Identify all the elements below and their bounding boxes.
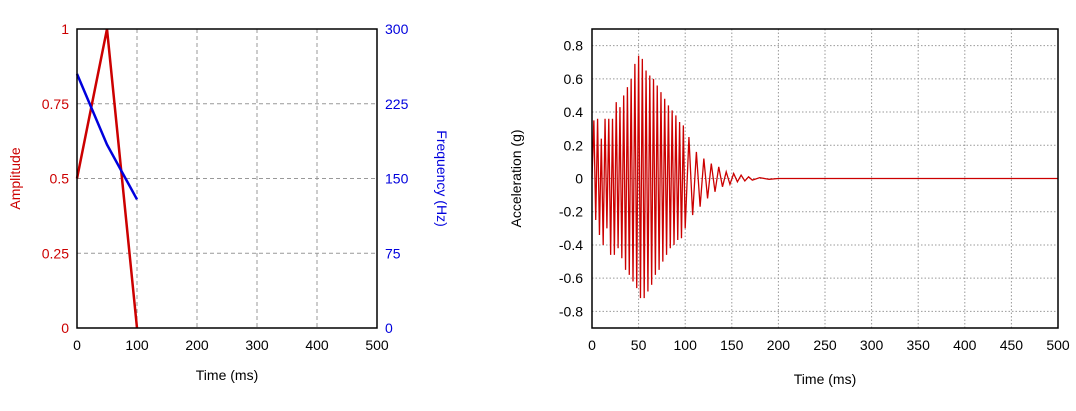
- x-tick-label: 500: [365, 337, 389, 353]
- y-tick-label: -0.2: [559, 204, 583, 220]
- left-chart: 0 100 200 300 400 50000.250.50.75107515022530…: [7, 21, 450, 383]
- y-tick-label: 0.4: [564, 104, 584, 120]
- y-tick-label: 0: [575, 171, 583, 187]
- x-tick-label: 250: [813, 337, 837, 353]
- frequency-line: [75, 73, 139, 201]
- x-axis-label: Time (ms): [794, 371, 856, 387]
- x-tick-label: 400: [953, 337, 977, 353]
- x-tick-label: 450: [1000, 337, 1024, 353]
- x-tick-label: 150: [720, 337, 744, 353]
- y-tick-label: 0.2: [564, 137, 584, 153]
- x-tick-label: 200: [185, 337, 209, 353]
- y-axis-label: Acceleration (g): [508, 129, 524, 227]
- acceleration-line: [591, 55, 1058, 299]
- y2-tick-label: 150: [385, 171, 409, 187]
- y2-axis-label: Frequency (Hz): [434, 130, 450, 226]
- x-tick-label: 300: [245, 337, 269, 353]
- x-tick-label: 50: [631, 337, 647, 353]
- x-tick-label: 100: [125, 337, 149, 353]
- y-tick-label: 0.6: [564, 71, 584, 87]
- x-tick-label: 0: [73, 337, 81, 353]
- plot-frame: [76, 28, 378, 329]
- plot-frame: [591, 28, 1059, 329]
- y-tick-label: -0.6: [559, 270, 583, 286]
- x-tick-label: 300: [860, 337, 884, 353]
- x-tick-label: 100: [674, 337, 698, 353]
- y-tick-label: 0.5: [50, 171, 70, 187]
- y-tick-label: 0.8: [564, 38, 584, 54]
- y2-tick-label: 75: [385, 245, 401, 261]
- y2-tick-label: 225: [385, 96, 409, 112]
- x-tick-label: 350: [907, 337, 931, 353]
- y2-tick-label: 0: [385, 320, 393, 336]
- x-tick-label: 500: [1046, 337, 1070, 353]
- y-tick-label: 0: [61, 320, 69, 336]
- y-tick-label: 1: [61, 21, 69, 37]
- y2-tick-label: 300: [385, 21, 409, 37]
- right-chart: 0 50 100 150 200 250 300 350 400 450 500 0.8 0.6 0.4 0…: [508, 28, 1070, 387]
- y-tick-label: 0.25: [42, 245, 69, 261]
- y-axis-label: Amplitude: [7, 147, 23, 209]
- y-tick-label: 0.75: [42, 96, 69, 112]
- x-tick-label: 0: [588, 337, 596, 353]
- x-tick-label: 200: [767, 337, 791, 353]
- x-axis-label: Time (ms): [196, 367, 258, 383]
- y-tick-label: -0.4: [559, 237, 583, 253]
- x-tick-label: 400: [305, 337, 329, 353]
- y-tick-label: -0.8: [559, 303, 583, 319]
